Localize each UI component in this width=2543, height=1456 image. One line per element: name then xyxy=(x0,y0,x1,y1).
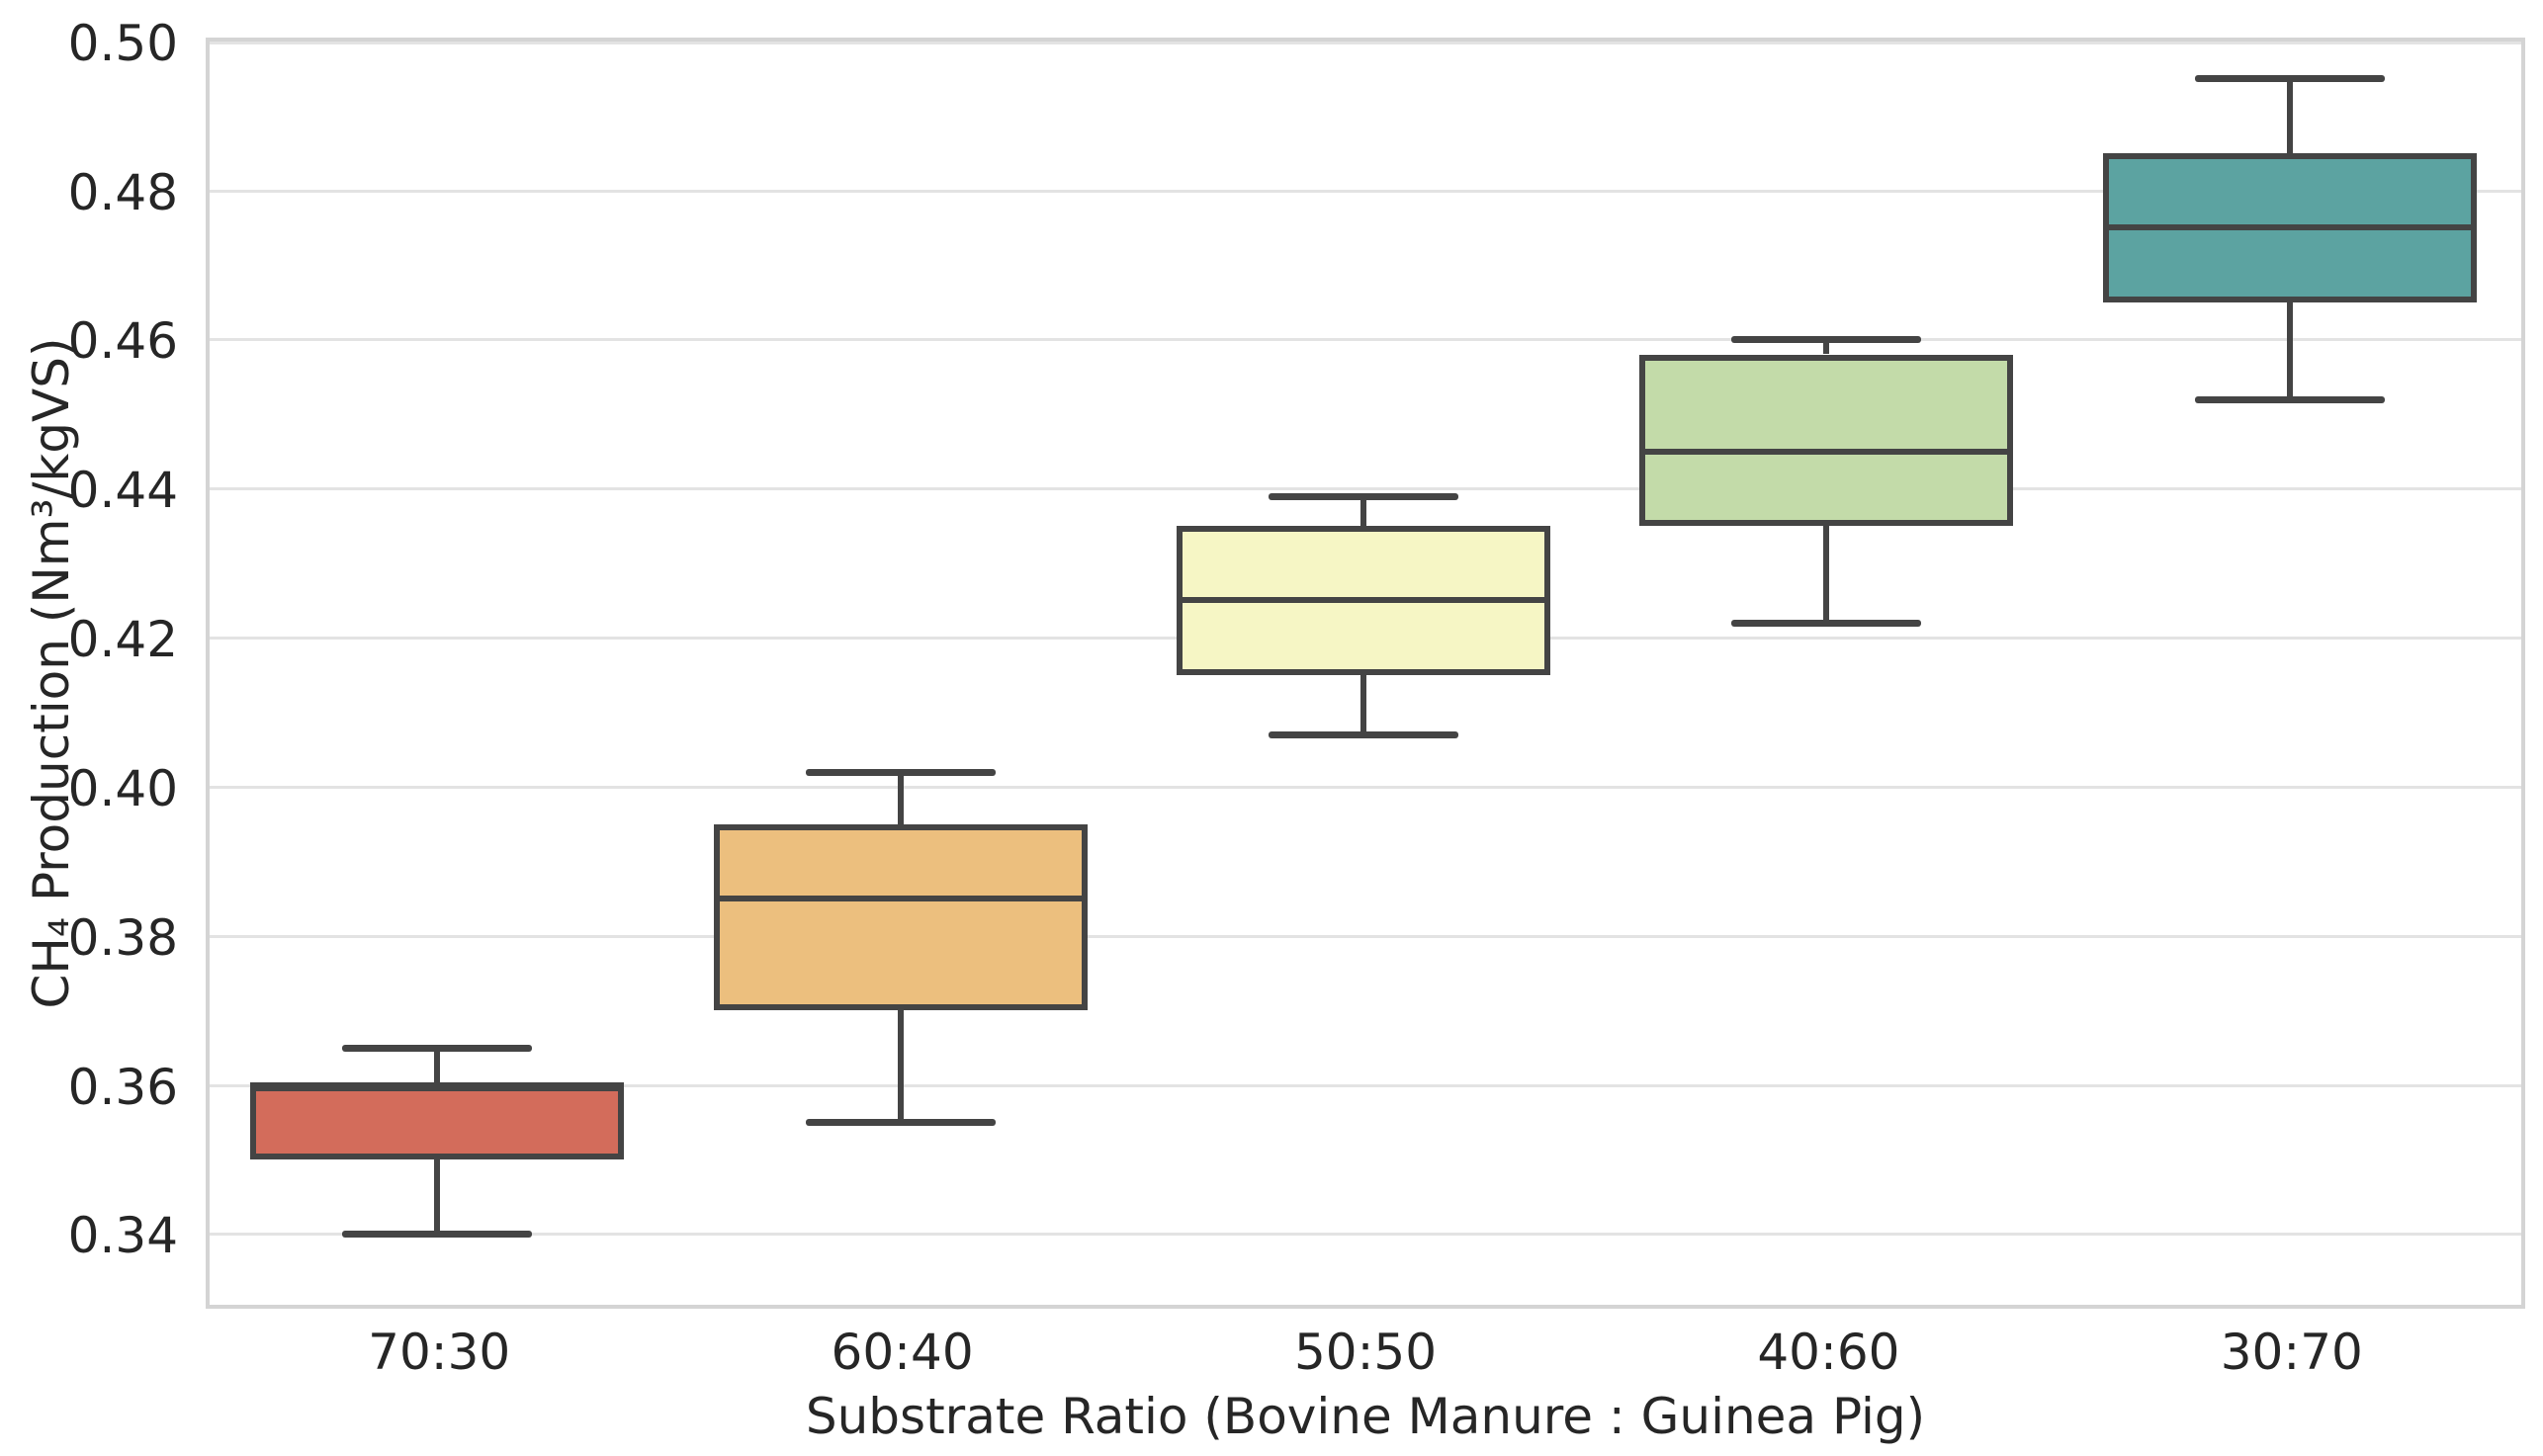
y-gridline xyxy=(210,189,2521,193)
y-tick-label: 0.44 xyxy=(67,462,178,520)
y-tick-label: 0.40 xyxy=(67,759,178,817)
median-line xyxy=(1177,597,1550,604)
y-gridline xyxy=(210,42,2521,44)
lower-whisker-cap xyxy=(2194,395,2385,403)
x-tick-label: 50:50 xyxy=(1293,1324,1438,1381)
box-70-30 xyxy=(250,1084,625,1159)
box-40-60 xyxy=(1639,354,2014,526)
upper-whisker xyxy=(897,771,904,824)
y-gridline xyxy=(210,934,2521,938)
lower-whisker xyxy=(1823,525,1830,623)
upper-whisker-cap xyxy=(342,1044,533,1052)
x-tick-label: 40:60 xyxy=(1757,1324,1900,1381)
x-tick-label: 30:70 xyxy=(2220,1324,2363,1381)
upper-whisker xyxy=(1823,339,1830,355)
upper-whisker xyxy=(1360,495,1366,526)
lower-whisker-cap xyxy=(805,1119,996,1127)
lower-whisker xyxy=(897,1010,904,1123)
y-gridline xyxy=(210,785,2521,789)
y-gridline xyxy=(210,487,2521,491)
median-line xyxy=(713,896,1088,901)
y-tick-label: 0.48 xyxy=(67,163,178,221)
upper-whisker xyxy=(434,1047,441,1085)
median-line xyxy=(2102,224,2477,231)
x-tick-label: 60:40 xyxy=(831,1324,974,1381)
y-gridline xyxy=(210,1233,2521,1237)
upper-whisker xyxy=(2286,78,2293,153)
lower-whisker-cap xyxy=(342,1231,533,1239)
y-tick-label: 0.38 xyxy=(67,908,178,967)
upper-whisker-cap xyxy=(2194,75,2385,83)
y-tick-label: 0.34 xyxy=(67,1207,178,1265)
upper-whisker-cap xyxy=(1731,336,1922,344)
lower-whisker-cap xyxy=(1731,619,1922,627)
plot-area xyxy=(206,38,2525,1309)
median-line xyxy=(1639,448,2014,455)
y-tick-label: 0.50 xyxy=(67,14,178,72)
y-tick-label: 0.42 xyxy=(67,611,178,669)
y-tick-label: 0.46 xyxy=(67,312,178,371)
x-tick-label: 70:30 xyxy=(368,1324,511,1381)
y-tick-label: 0.36 xyxy=(67,1058,178,1116)
lower-whisker xyxy=(2286,301,2293,399)
box-60-40 xyxy=(713,823,1088,1011)
lower-whisker xyxy=(434,1158,441,1235)
y-gridline xyxy=(210,1083,2521,1087)
median-line xyxy=(250,1081,625,1088)
x-axis-title: Substrate Ratio (Bovine Manure : Guinea … xyxy=(805,1388,1926,1445)
upper-whisker-cap xyxy=(805,768,996,776)
upper-whisker-cap xyxy=(1269,492,1458,500)
y-gridline xyxy=(210,338,2521,342)
lower-whisker-cap xyxy=(1269,731,1458,739)
lower-whisker xyxy=(1360,674,1366,735)
